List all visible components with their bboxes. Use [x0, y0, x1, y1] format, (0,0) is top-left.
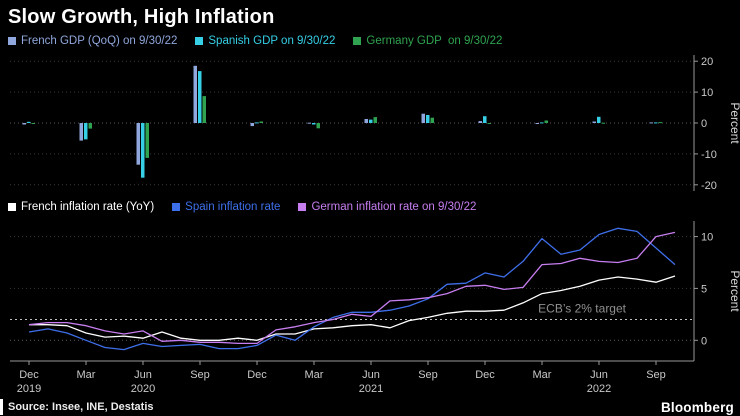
gdp-bar	[487, 123, 491, 124]
gdp-bar	[202, 96, 206, 123]
xaxis-month-label: Mar	[305, 369, 324, 381]
legend-item-spain-inflation: Spain inflation rate	[172, 201, 280, 213]
legend-item-germany-gdp: Germany GDP on 9/30/22	[353, 35, 502, 47]
gdp-bar	[426, 115, 430, 123]
gdp-bar	[316, 123, 320, 129]
xaxis-year-label: 2020	[131, 383, 155, 395]
inflation-legend: French inflation rate (YoY) Spain inflat…	[0, 197, 740, 217]
gdp-bar	[369, 119, 373, 123]
gdp-bar	[88, 123, 92, 129]
xaxis-month-label: Jun	[362, 369, 380, 381]
xaxis-month-label: Sep	[646, 369, 666, 381]
inflation-ytick-label: 10	[701, 232, 713, 244]
xaxis-month-label: Dec	[247, 369, 267, 381]
spanish-gdp-swatch	[195, 37, 204, 45]
xaxis-month-label: Jun	[134, 369, 152, 381]
gdp-bar	[136, 123, 140, 165]
german-inflation-label: German inflation rate on 9/30/22	[311, 201, 477, 213]
xaxis-month-label: Mar	[533, 369, 552, 381]
german-inflation-swatch	[298, 203, 307, 211]
french-inflation-label: French inflation rate (YoY)	[21, 201, 155, 213]
gdp-bar	[145, 123, 149, 158]
gdp-bar	[601, 122, 605, 124]
gdp-bar	[658, 122, 662, 124]
gdp-bar	[255, 122, 259, 124]
xaxis-year-label: 2022	[587, 383, 611, 395]
spanish-gdp-label: Spanish GDP on 9/30/22	[208, 35, 336, 47]
legend-item-french-inflation: French inflation rate (YoY)	[8, 201, 154, 213]
gdp-bar	[540, 122, 544, 124]
gdp-bar	[31, 123, 35, 124]
xaxis-year-label: 2021	[359, 383, 383, 395]
french-gdp-swatch	[8, 37, 16, 45]
chart-title: Slow Growth, High Inflation	[8, 6, 275, 28]
gdp-bar	[27, 121, 31, 123]
gdp-bar	[544, 120, 548, 123]
gdp-bar	[373, 117, 377, 123]
inflation-percent-axis-label: Percent	[728, 270, 740, 312]
gdp-bar	[84, 123, 88, 140]
inflation-line	[29, 275, 676, 341]
gdp-bar	[193, 65, 197, 123]
french-inflation-swatch	[8, 203, 16, 211]
gdp-bar	[250, 123, 254, 127]
gdp-bar	[364, 119, 368, 123]
gdp-ytick-label: -20	[701, 180, 717, 192]
gdp-bar	[307, 122, 311, 124]
ecb-target-label: ECB’s 2% target	[538, 302, 626, 316]
xaxis-month-label: Jun	[590, 369, 608, 381]
gdp-ytick-label: 20	[701, 56, 713, 68]
gdp-bar	[22, 123, 26, 125]
gdp-bar	[592, 121, 596, 123]
xaxis-month-label: Sep	[190, 369, 210, 381]
inflation-line	[28, 227, 676, 351]
legend-item-french-gdp: French GDP (QoQ) on 9/30/22	[8, 35, 177, 47]
gdp-bar	[597, 116, 601, 123]
xaxis-year-label: 2019	[17, 383, 41, 395]
gdp-ytick-label: 0	[701, 118, 707, 130]
xaxis-month-label: Dec	[19, 369, 39, 381]
gdp-bar	[198, 71, 202, 123]
xaxis-month-label: Dec	[475, 369, 495, 381]
gdp-bar	[79, 123, 83, 141]
french-gdp-label: French GDP (QoQ) on 9/30/22	[21, 35, 178, 47]
gdp-bar	[421, 113, 425, 123]
gdp-bar-chart: 20 10 0 -10 -20 Percent	[10, 55, 740, 192]
gdp-bar	[430, 117, 434, 123]
footer: Source: Insee, INE, Destatis Bloomberg	[0, 398, 740, 416]
xaxis-month-label: Mar	[77, 369, 96, 381]
germany-gdp-swatch	[353, 37, 362, 45]
gdp-ytick-label: 10	[701, 87, 713, 99]
bloomberg-logo: Bloomberg	[660, 399, 734, 415]
legend-item-spanish-gdp: Spanish GDP on 9/30/22	[195, 35, 335, 47]
inflation-line-chart: 10 5 0 ECB’s 2% target Dec 2019 Mar Jun 2020 Sep D…	[10, 221, 740, 395]
germany-gdp-label: Germany GDP on 9/30/22	[366, 35, 503, 47]
gdp-bar	[654, 122, 658, 124]
gdp-bar	[483, 116, 487, 123]
legend-item-german-inflation: German inflation rate on 9/30/22	[298, 201, 476, 213]
spain-inflation-label: Spain inflation rate	[185, 201, 281, 213]
gdp-bar	[535, 123, 539, 124]
inflation-line	[28, 231, 676, 345]
gdp-legend: French GDP (QoQ) on 9/30/22 Spanish GDP …	[0, 31, 740, 51]
gdp-bar	[141, 123, 145, 178]
gdp-bar	[649, 122, 653, 124]
spain-inflation-swatch	[172, 203, 181, 211]
gdp-bar	[312, 123, 316, 125]
gdp-percent-axis-label: Percent	[728, 102, 740, 144]
gdp-ytick-label: -10	[701, 149, 717, 161]
inflation-ytick-label: 5	[701, 283, 707, 295]
inflation-ytick-label: 0	[701, 335, 707, 347]
source-text: Source: Insee, INE, Destatis	[0, 399, 154, 415]
gdp-bar	[259, 121, 263, 123]
xaxis-month-label: Sep	[418, 369, 438, 381]
gdp-bar	[478, 121, 482, 123]
